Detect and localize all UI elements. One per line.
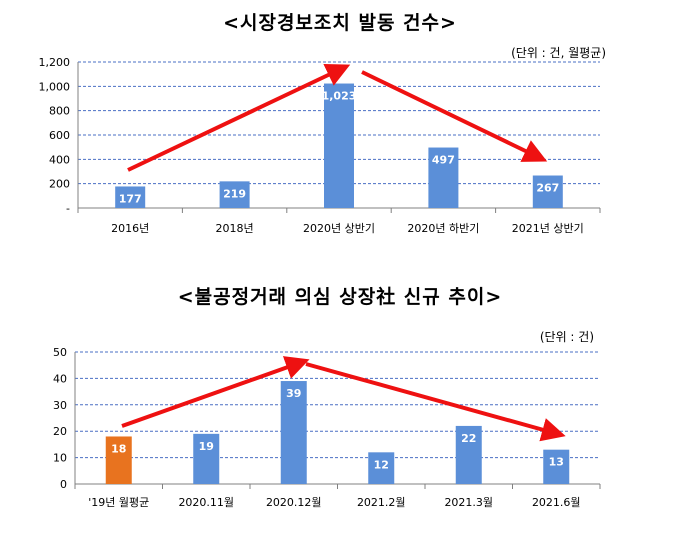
bar xyxy=(280,381,307,484)
y-tick-label: 30 xyxy=(53,399,67,412)
chart1-unit: (단위 : 건, 월평균) xyxy=(511,46,606,60)
y-tick-label: 1,200 xyxy=(39,56,71,69)
x-tick-label: 2020년 하반기 xyxy=(407,221,479,235)
bar xyxy=(455,425,482,484)
bar xyxy=(532,175,563,208)
chart1-title: <시장경보조치 발동 건수> xyxy=(223,12,457,34)
x-tick-label: 2021년 상반기 xyxy=(512,222,584,235)
trend-arrow xyxy=(127,64,351,172)
y-tick-label: 20 xyxy=(53,425,67,438)
y-tick-label: 1,000 xyxy=(39,80,71,93)
bar xyxy=(428,147,459,208)
x-tick-label: 2020.12월 xyxy=(266,496,322,509)
bar xyxy=(368,452,395,484)
chart1-plot: - 200 400 600 800 1,000 1,200 177 2016년 219 2018년 1… xyxy=(39,56,601,235)
trend-arrow xyxy=(361,70,548,162)
bar xyxy=(115,186,146,208)
trend-arrow xyxy=(305,362,566,442)
x-tick-label: 2018년 xyxy=(216,222,254,235)
y-tick-label: 200 xyxy=(49,178,70,191)
y-tick-label: 400 xyxy=(49,153,70,166)
bar xyxy=(543,449,570,484)
y-tick-label: 10 xyxy=(53,452,67,465)
data-label: 497 xyxy=(432,154,455,167)
x-tick-label: 2021.2월 xyxy=(357,496,406,509)
x-tick-label: 2016년 xyxy=(111,222,149,235)
data-label: 22 xyxy=(461,432,476,445)
data-label: 12 xyxy=(374,458,389,471)
x-tick-label: 2021.3월 xyxy=(444,496,493,509)
data-label: 1,023 xyxy=(322,90,357,103)
data-label: 267 xyxy=(536,182,559,195)
data-label: 39 xyxy=(286,387,301,400)
x-tick-label: 2020년 상반기 xyxy=(303,222,375,235)
bar xyxy=(105,436,132,484)
chart2-title: <불공정거래 의심 상장社 신규 추이> xyxy=(177,286,503,308)
y-tick-label: - xyxy=(66,202,70,215)
bar xyxy=(219,181,250,208)
y-tick-label: 0 xyxy=(60,478,67,491)
bar xyxy=(193,433,220,484)
y-tick-label: 800 xyxy=(49,105,70,118)
y-tick-label: 50 xyxy=(53,346,67,359)
trend-arrow xyxy=(121,356,310,428)
x-tick-label: 2021.6월 xyxy=(532,496,581,509)
data-label: 18 xyxy=(111,442,126,455)
chart2-unit: (단위 : 건) xyxy=(539,330,594,344)
data-label: 19 xyxy=(199,440,214,453)
data-label: 13 xyxy=(549,456,564,469)
data-label: 219 xyxy=(223,187,246,200)
data-label: 177 xyxy=(119,192,142,205)
bar xyxy=(324,83,354,208)
x-tick-label: '19년 월평균 xyxy=(88,496,149,509)
x-tick-label: 2020.11월 xyxy=(178,496,234,509)
y-tick-label: 40 xyxy=(53,372,67,385)
y-tick-label: 600 xyxy=(49,129,70,142)
